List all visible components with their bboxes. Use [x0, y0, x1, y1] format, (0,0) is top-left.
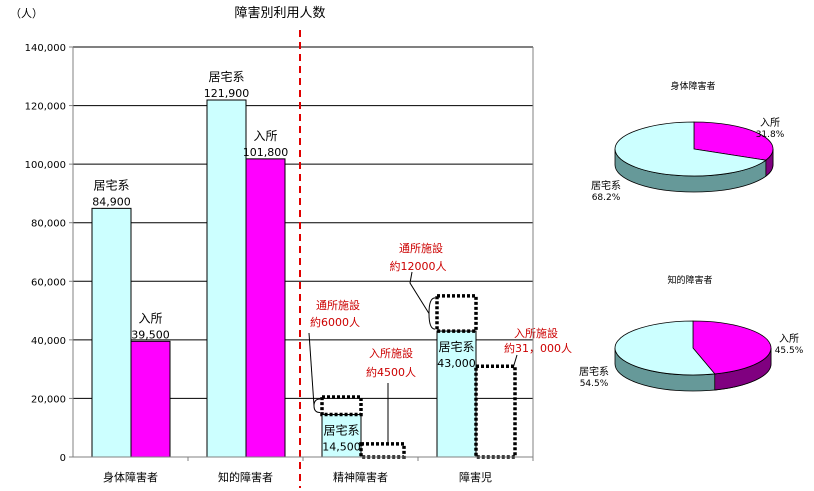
leader-line — [409, 271, 430, 314]
x-tick-label: 知的障害者 — [218, 470, 273, 484]
y-tick-label: 0 — [60, 453, 66, 464]
bar-series-label: 居宅系 — [208, 69, 244, 84]
x-axis-labels: 身体障害者 知的障害者 精神障害者 障害児 — [103, 457, 534, 484]
bar-residential — [91, 207, 132, 458]
annotation-text: 約31，000人 — [504, 341, 572, 355]
bar-value-label: 43,000 — [437, 357, 476, 370]
annotation-text: 入所施設 — [514, 326, 558, 340]
x-tick-label: 身体障害者 — [103, 470, 158, 484]
outpatient-box — [320, 395, 363, 417]
bar-series-label: 居宅系 — [93, 177, 129, 192]
bar-institution — [130, 340, 171, 458]
bar-residential — [206, 99, 247, 458]
pie1-title: 身体障害者 — [670, 80, 715, 92]
y-tick-label: 140,000 — [25, 43, 66, 54]
y-tick-label: 80,000 — [31, 219, 66, 230]
bar-residential — [436, 330, 477, 458]
y-tick-label: 120,000 — [25, 102, 66, 113]
brace — [428, 297, 436, 330]
bar-institution — [245, 158, 286, 458]
outpatient-box — [435, 294, 478, 333]
data-labels: 居宅系 84,900 入所 39,500 居宅系 121,900 入所 101,800 居宅系 1… — [92, 69, 476, 454]
x-tick-label: 障害児 — [459, 470, 492, 484]
bar-value-label: 14,500 — [322, 441, 361, 454]
annotation-text: 約4500人 — [366, 365, 416, 379]
y-tick-label: 60,000 — [31, 277, 66, 288]
annotation-text: 通所施設 — [316, 298, 360, 312]
bar-series-label: 居宅系 — [323, 423, 359, 438]
bar-group — [91, 99, 477, 458]
pie-label: 入所 — [779, 333, 799, 345]
y-tick-label: 20,000 — [31, 394, 66, 405]
institution-box — [474, 364, 517, 459]
x-tick-label: 精神障害者 — [333, 470, 388, 484]
leader-line — [308, 332, 315, 406]
y-tick-label: 40,000 — [31, 336, 66, 347]
pie-slice-residential — [614, 320, 716, 376]
annotation-text: 入所施設 — [369, 346, 413, 360]
annotation-text: 通所施設 — [399, 241, 443, 255]
pie-label-value: 45.5% — [775, 346, 804, 356]
pie-label: 居宅系 — [579, 365, 609, 378]
bar-value-label: 84,900 — [92, 195, 131, 208]
bar-series-label: 入所 — [138, 311, 162, 325]
annotations: 通所施設約6000人入所施設約4500人通所施設約12000人入所施設約31，0… — [308, 241, 572, 459]
pie-label-value: 54.5% — [580, 379, 609, 389]
bar-series-label: 入所 — [253, 129, 277, 143]
bar-value-label: 121,900 — [204, 87, 250, 100]
annotation-text: 約6000人 — [310, 315, 360, 329]
institution-box — [359, 442, 406, 459]
bar-residential — [321, 414, 362, 458]
chart-title: 障害別利用人数 — [234, 5, 325, 21]
y-axis-unit: （人） — [10, 7, 43, 20]
pie-slice-institution — [693, 121, 774, 161]
y-axis-ticks: 0 20,000 40,000 60,000 80,000 100,000 120,000 1… — [25, 43, 73, 464]
bar-value-label: 39,500 — [131, 328, 170, 341]
pie-label-value: 31.8% — [756, 130, 785, 140]
pie-label-value: 68.2% — [592, 193, 621, 203]
pie-label: 居宅系 — [591, 179, 621, 192]
leader-line — [512, 354, 518, 369]
y-tick-label: 100,000 — [25, 160, 66, 171]
pie-label: 入所 — [760, 117, 780, 129]
pie2-title: 知的障害者 — [667, 274, 712, 286]
brace — [313, 398, 321, 414]
bar-series-label: 居宅系 — [438, 339, 474, 354]
gridlines — [73, 46, 533, 399]
pie-slice-residential — [614, 121, 767, 177]
annotation-text: 約12000人 — [390, 259, 447, 273]
pie-slice-institution — [692, 320, 772, 375]
bar-value-label: 101,800 — [243, 146, 289, 159]
